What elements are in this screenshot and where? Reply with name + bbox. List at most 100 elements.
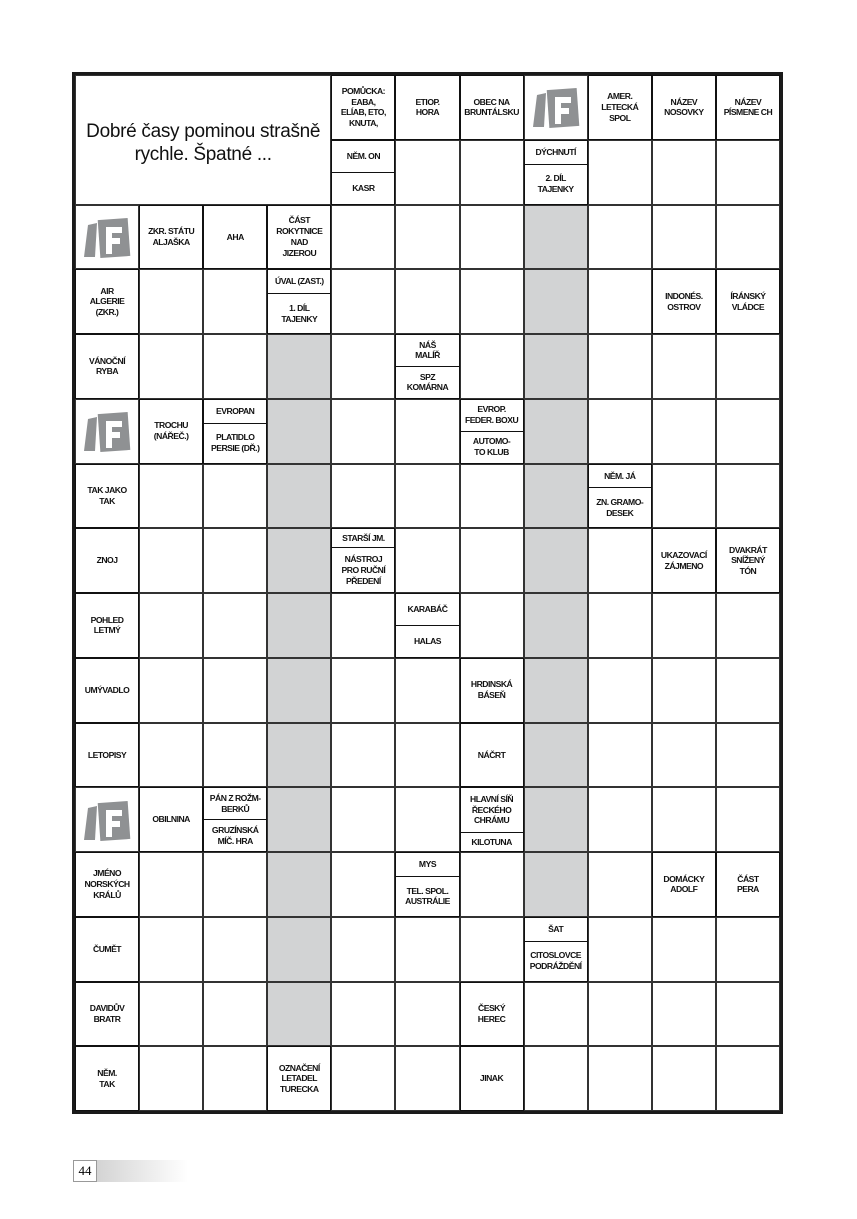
answer-cell[interactable] <box>651 398 716 464</box>
answer-cell[interactable] <box>587 528 652 593</box>
answer-cell[interactable] <box>651 1046 716 1111</box>
answer-cell[interactable] <box>331 722 396 788</box>
answer-cell[interactable] <box>715 722 780 788</box>
answer-cell[interactable] <box>459 852 524 917</box>
answer-cell[interactable] <box>395 981 460 1047</box>
answer-cell[interactable] <box>459 334 524 399</box>
shaded-answer-cell[interactable] <box>267 463 332 529</box>
answer-cell[interactable] <box>139 657 204 723</box>
answer-cell[interactable] <box>139 334 204 399</box>
answer-cell[interactable] <box>331 657 396 723</box>
shaded-answer-cell[interactable] <box>523 204 588 270</box>
shaded-answer-cell[interactable] <box>267 657 332 723</box>
shaded-answer-cell[interactable] <box>267 722 332 788</box>
answer-cell[interactable] <box>651 787 716 852</box>
answer-cell[interactable] <box>459 916 524 982</box>
answer-cell[interactable] <box>203 852 268 917</box>
shaded-answer-cell[interactable] <box>267 334 332 399</box>
answer-cell[interactable] <box>203 1046 268 1111</box>
answer-cell[interactable] <box>587 787 652 852</box>
answer-cell[interactable] <box>715 593 780 658</box>
answer-cell[interactable] <box>395 916 460 982</box>
shaded-answer-cell[interactable] <box>523 528 588 593</box>
answer-cell[interactable] <box>651 334 716 399</box>
answer-cell[interactable] <box>587 657 652 723</box>
shaded-answer-cell[interactable] <box>267 398 332 464</box>
answer-cell[interactable] <box>395 657 460 723</box>
answer-cell[interactable] <box>587 722 652 788</box>
answer-cell[interactable] <box>139 722 204 788</box>
answer-cell[interactable] <box>203 722 268 788</box>
answer-cell[interactable] <box>139 916 204 982</box>
answer-cell[interactable] <box>395 269 460 334</box>
answer-cell[interactable] <box>395 787 460 852</box>
answer-cell[interactable] <box>139 981 204 1047</box>
answer-cell[interactable] <box>139 1046 204 1111</box>
answer-cell[interactable] <box>587 593 652 658</box>
answer-cell[interactable] <box>651 593 716 658</box>
answer-cell[interactable] <box>651 722 716 788</box>
answer-cell[interactable] <box>203 657 268 723</box>
shaded-answer-cell[interactable] <box>267 593 332 658</box>
shaded-answer-cell[interactable] <box>523 787 588 852</box>
answer-cell[interactable] <box>395 1046 460 1111</box>
shaded-answer-cell[interactable] <box>523 463 588 529</box>
answer-cell[interactable] <box>331 981 396 1047</box>
answer-cell[interactable] <box>331 1046 396 1111</box>
answer-cell[interactable] <box>331 334 396 399</box>
answer-cell[interactable] <box>203 463 268 529</box>
shaded-answer-cell[interactable] <box>267 528 332 593</box>
answer-cell[interactable] <box>139 852 204 917</box>
answer-cell[interactable] <box>587 981 652 1047</box>
shaded-answer-cell[interactable] <box>523 269 588 334</box>
shaded-answer-cell[interactable] <box>523 722 588 788</box>
answer-cell[interactable] <box>395 139 460 205</box>
answer-cell[interactable] <box>203 334 268 399</box>
answer-cell[interactable] <box>587 852 652 917</box>
answer-cell[interactable] <box>459 204 524 270</box>
shaded-answer-cell[interactable] <box>267 852 332 917</box>
answer-cell[interactable] <box>203 528 268 593</box>
answer-cell[interactable] <box>331 398 396 464</box>
answer-cell[interactable] <box>587 334 652 399</box>
answer-cell[interactable] <box>523 1046 588 1111</box>
answer-cell[interactable] <box>651 204 716 270</box>
answer-cell[interactable] <box>331 269 396 334</box>
answer-cell[interactable] <box>715 139 780 205</box>
answer-cell[interactable] <box>587 398 652 464</box>
shaded-answer-cell[interactable] <box>523 593 588 658</box>
answer-cell[interactable] <box>651 657 716 723</box>
answer-cell[interactable] <box>203 916 268 982</box>
answer-cell[interactable] <box>715 204 780 270</box>
answer-cell[interactable] <box>139 269 204 334</box>
answer-cell[interactable] <box>395 463 460 529</box>
answer-cell[interactable] <box>715 981 780 1047</box>
answer-cell[interactable] <box>331 916 396 982</box>
answer-cell[interactable] <box>331 787 396 852</box>
answer-cell[interactable] <box>587 916 652 982</box>
answer-cell[interactable] <box>459 463 524 529</box>
answer-cell[interactable] <box>395 528 460 593</box>
shaded-answer-cell[interactable] <box>267 916 332 982</box>
answer-cell[interactable] <box>715 1046 780 1111</box>
shaded-answer-cell[interactable] <box>267 787 332 852</box>
answer-cell[interactable] <box>587 269 652 334</box>
answer-cell[interactable] <box>395 398 460 464</box>
answer-cell[interactable] <box>331 593 396 658</box>
answer-cell[interactable] <box>203 593 268 658</box>
answer-cell[interactable] <box>459 593 524 658</box>
answer-cell[interactable] <box>715 916 780 982</box>
answer-cell[interactable] <box>395 722 460 788</box>
answer-cell[interactable] <box>651 139 716 205</box>
answer-cell[interactable] <box>587 1046 652 1111</box>
shaded-answer-cell[interactable] <box>267 981 332 1047</box>
answer-cell[interactable] <box>203 981 268 1047</box>
answer-cell[interactable] <box>715 463 780 529</box>
answer-cell[interactable] <box>651 981 716 1047</box>
answer-cell[interactable] <box>587 204 652 270</box>
shaded-answer-cell[interactable] <box>523 852 588 917</box>
shaded-answer-cell[interactable] <box>523 657 588 723</box>
answer-cell[interactable] <box>331 852 396 917</box>
answer-cell[interactable] <box>651 463 716 529</box>
answer-cell[interactable] <box>715 657 780 723</box>
